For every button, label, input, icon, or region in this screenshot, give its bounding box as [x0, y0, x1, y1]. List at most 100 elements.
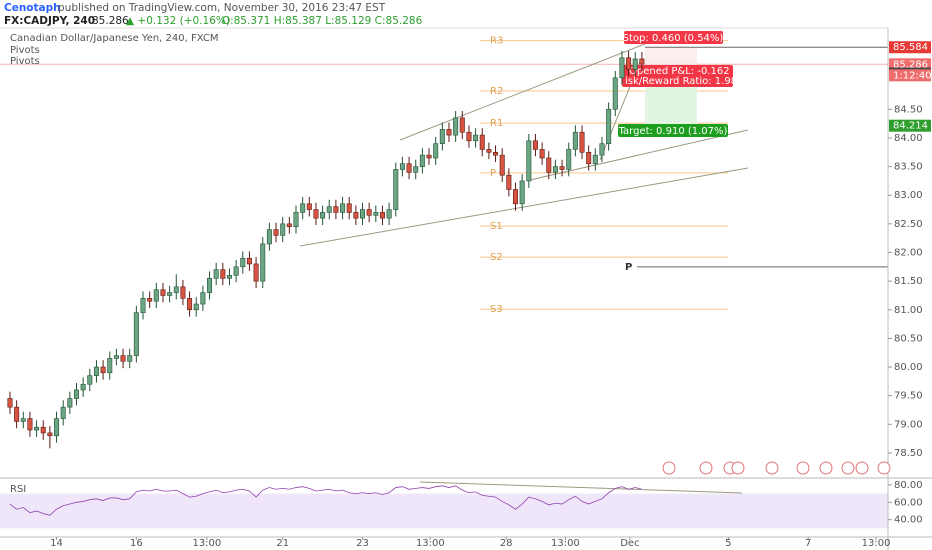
target-label-box	[618, 124, 728, 137]
candle-body	[140, 298, 146, 313]
x-tick-label: 14	[50, 538, 63, 549]
y-tick-label: 78.50	[894, 448, 923, 459]
candle-body	[360, 209, 366, 219]
candle-body	[346, 203, 352, 213]
y-tick-label: 81.00	[894, 305, 923, 316]
rsi-y-tick-label: 40.00	[894, 515, 923, 526]
legend-study: Pivots	[10, 56, 40, 67]
candle-body	[213, 269, 219, 279]
candle-body	[366, 209, 372, 216]
rsi-trend-line	[419, 481, 743, 494]
candle-body	[459, 117, 465, 133]
change: ▲ +0.132 (+0.16%)	[126, 15, 230, 27]
pivot-label: R1	[490, 118, 503, 129]
candle-body	[193, 303, 199, 311]
candle-body	[306, 203, 312, 210]
candle-body	[446, 129, 452, 136]
candle-body	[273, 229, 279, 236]
candle-body	[433, 143, 439, 159]
candle-body	[266, 229, 272, 245]
candle-body	[160, 289, 166, 296]
candle-body	[599, 143, 605, 156]
candle-body	[113, 355, 119, 359]
candle-body	[592, 154, 598, 165]
x-tick-label: 5	[725, 538, 731, 549]
candle-body	[200, 292, 206, 305]
legend-study: Pivots	[10, 45, 40, 56]
candle-body	[439, 129, 445, 144]
x-tick-label: Dec	[620, 538, 639, 549]
author[interactable]: Cenotaph	[4, 2, 61, 14]
candle-body	[260, 243, 266, 282]
candle-body	[54, 418, 60, 437]
candle-body	[513, 189, 519, 205]
candle-body	[373, 212, 379, 216]
rsi-line	[9, 485, 642, 516]
candle-body	[526, 140, 532, 182]
candle-body	[100, 366, 106, 374]
price-tag-label: 84.214	[893, 121, 928, 132]
price-tag-label: 85.584	[893, 42, 928, 53]
legend-symbol: Canadian Dollar/Japanese Yen, 240, FXCM	[10, 33, 218, 44]
candle-body	[34, 426, 40, 431]
price-tag	[889, 119, 931, 132]
candle-body	[506, 174, 512, 190]
candle-body	[147, 298, 153, 302]
candle-body	[626, 57, 632, 70]
rsi-band	[0, 493, 888, 529]
candle-body	[7, 398, 13, 408]
event-icons	[662, 461, 891, 475]
candle-body	[93, 366, 99, 376]
candle-body	[499, 154, 505, 176]
price-tag	[889, 41, 931, 54]
price-tag-label: 85.286	[893, 59, 928, 70]
published: published on TradingView.com, November 3…	[58, 2, 386, 14]
candle-body	[253, 263, 259, 282]
candle-body	[539, 149, 545, 159]
candle-body	[333, 206, 339, 213]
candle-body	[413, 166, 419, 173]
candle-body	[320, 212, 326, 219]
y-tick-label: 83.50	[894, 162, 923, 173]
rr-label: isk/Reward Ratio: 1.98	[625, 76, 737, 87]
candle-body	[326, 206, 332, 213]
countdown: 1:12:40	[893, 70, 932, 81]
candle-body	[419, 154, 425, 167]
ohlc: O:85.371 H:85.387 L:85.129 C:85.286	[222, 15, 423, 27]
x-tick-label: 16	[130, 538, 143, 549]
candle-body	[559, 166, 565, 170]
candle-body	[566, 149, 572, 170]
candle-body	[80, 383, 86, 391]
rsi-y-tick-label: 80.00	[894, 480, 923, 491]
y-tick-label: 80.00	[894, 362, 923, 373]
x-tick-label: 28	[500, 538, 513, 549]
x-tick-label: 21	[276, 538, 289, 549]
candle-body	[572, 131, 578, 150]
pnl-label-box	[622, 65, 733, 87]
candle-body	[220, 269, 226, 279]
candle-body	[226, 275, 232, 279]
y-tick-label: 82.00	[894, 248, 923, 259]
candle-body	[546, 157, 552, 173]
candle-body	[20, 418, 26, 422]
pivot-label: S1	[490, 221, 503, 232]
candle-body	[240, 257, 246, 268]
candle-body	[340, 203, 346, 213]
candle-body	[473, 134, 479, 142]
x-tick-label: 13:00	[862, 538, 891, 549]
target-label: Target: 0.910 (1.07%)	[618, 126, 728, 137]
x-tick-label: 7	[805, 538, 811, 549]
y-tick-label: 84.50	[894, 104, 923, 115]
pivot-label: P	[490, 168, 496, 179]
candle-body	[127, 355, 133, 362]
candle-body	[639, 58, 645, 65]
rsi-title: RSI	[10, 484, 26, 495]
candle-body	[586, 151, 592, 165]
candle-body	[406, 163, 412, 173]
candle-body	[479, 134, 485, 150]
pivot-label: S2	[490, 252, 503, 263]
candle-body	[532, 140, 538, 150]
y-tick-label: 79.00	[894, 419, 923, 430]
candle-body	[180, 286, 186, 299]
